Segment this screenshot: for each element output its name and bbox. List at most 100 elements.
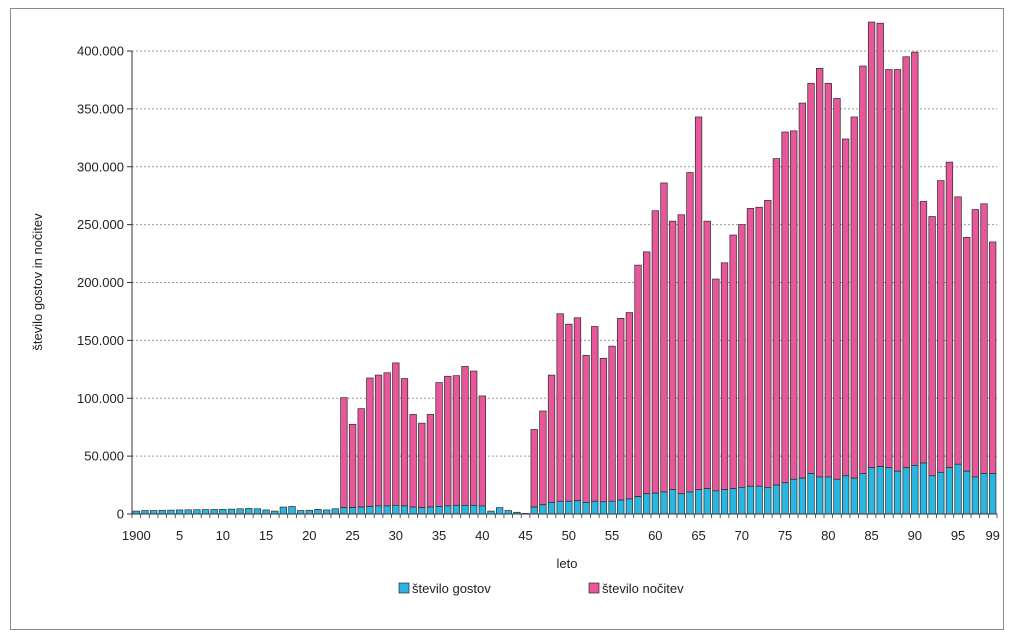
x-tick-label: 65 <box>691 528 705 543</box>
bar-gostje <box>643 493 651 515</box>
bar-nocitve <box>798 102 807 479</box>
bar-nocitve <box>591 326 599 502</box>
bar-nocitve <box>867 21 876 469</box>
bar-gostje <box>175 509 184 515</box>
bar-nocitve <box>937 180 945 473</box>
x-tick-label: 50 <box>562 528 576 543</box>
bar-gostje <box>954 463 962 515</box>
bar-gostje <box>495 507 504 515</box>
bar-nocitve <box>694 116 703 491</box>
bar-gostje <box>772 484 781 515</box>
bar-nocitve <box>556 313 564 502</box>
bar-nocitve <box>781 131 789 484</box>
bar-gostje <box>833 478 841 515</box>
bar-nocitve <box>643 251 651 495</box>
bar-gostje <box>461 504 469 515</box>
legend-label-gostje: število gostov <box>412 581 491 596</box>
bar-gostje <box>824 476 832 515</box>
x-tick-label: 35 <box>432 528 446 543</box>
bar-gostje <box>374 505 383 515</box>
bar-gostje <box>348 507 357 515</box>
y-tick-label: 100.000 <box>77 391 124 406</box>
bar-gostje <box>262 509 270 515</box>
x-tick-label: 55 <box>605 528 619 543</box>
y-tick-label: 300.000 <box>77 159 124 174</box>
bar-gostje <box>634 496 642 515</box>
bar-gostje <box>677 493 685 515</box>
bar-nocitve <box>668 220 677 491</box>
axes: 0 50.000 100.000 150.000 200.000 250.000 300.0… <box>77 44 1000 544</box>
bar-nocitve <box>617 318 625 501</box>
bar-gostje <box>608 500 616 515</box>
bar-nocitve <box>712 278 720 492</box>
bar-gostje <box>504 510 512 515</box>
bar-nocitve <box>418 422 426 508</box>
bar-nocitve <box>539 410 547 506</box>
bar-nocitve <box>816 68 824 478</box>
bar-gostje <box>331 508 339 515</box>
bar-nocitve <box>651 210 659 494</box>
legend: število gostov število nočitev <box>398 581 684 596</box>
bar-gostje <box>807 473 815 515</box>
y-tick-label: 250.000 <box>77 217 124 232</box>
x-tick-label: 60 <box>648 528 662 543</box>
bar-nocitve <box>980 203 988 474</box>
bar-gostje <box>911 465 919 515</box>
bar-nocitve <box>357 408 365 508</box>
bar-gostje <box>599 501 608 515</box>
bar-gostje <box>980 473 988 515</box>
bar-gostje <box>556 500 564 515</box>
x-tick-label: 90 <box>908 528 922 543</box>
bar-gostje <box>426 506 435 515</box>
bar-gostje <box>764 487 772 515</box>
bar-nocitve <box>928 216 936 477</box>
bar-nocitve <box>807 83 815 474</box>
x-tick-label: 5 <box>176 528 183 543</box>
bar-nocitve <box>634 264 642 497</box>
bar-nocitve <box>409 414 417 508</box>
bar-gostje <box>383 505 391 515</box>
x-tick-label: 10 <box>216 528 230 543</box>
y-tick-label: 150.000 <box>77 333 124 348</box>
bar-nocitve <box>582 355 590 503</box>
bar-gostje <box>660 491 668 515</box>
bar-nocitve <box>392 362 400 506</box>
bar-nocitve <box>919 201 928 464</box>
bar-gostje <box>893 470 902 515</box>
bar-gostje <box>245 508 253 515</box>
bar-nocitve <box>470 370 478 506</box>
bar-gostje <box>279 506 288 515</box>
x-tick-label: 20 <box>302 528 316 543</box>
bar-nocitve <box>461 366 469 506</box>
bar-gostje <box>729 488 737 515</box>
bars <box>132 21 997 515</box>
bar-gostje <box>755 485 763 515</box>
bar-nocitve <box>573 317 582 502</box>
bar-gostje <box>582 502 590 515</box>
bar-nocitve <box>625 312 634 500</box>
bar-gostje <box>859 473 867 515</box>
bar-gostje <box>210 509 218 515</box>
bar-gostje <box>738 487 746 515</box>
bar-gostje <box>297 510 305 515</box>
bar-gostje <box>201 509 210 515</box>
bar-nocitve <box>426 414 435 508</box>
gridlines <box>132 50 997 457</box>
bar-nocitve <box>893 69 902 472</box>
y-axis-label: število gostov in nočitev <box>30 213 45 351</box>
bar-gostje <box>184 509 192 515</box>
bar-nocitve <box>989 241 997 474</box>
bar-gostje <box>236 508 244 515</box>
bar-gostje <box>392 504 400 515</box>
x-tick-label: 45 <box>518 528 532 543</box>
bar-gostje <box>945 467 954 515</box>
bar-gostje <box>617 499 625 515</box>
bar-gostje <box>158 509 166 515</box>
bar-nocitve <box>954 196 962 465</box>
legend-swatch-nocitve <box>588 582 600 594</box>
bar-nocitve <box>885 69 893 469</box>
legend-label-nocitve: število nočitev <box>602 581 684 596</box>
bar-nocitve <box>824 83 832 478</box>
bar-gostje <box>720 489 729 515</box>
bar-gostje <box>712 490 720 515</box>
